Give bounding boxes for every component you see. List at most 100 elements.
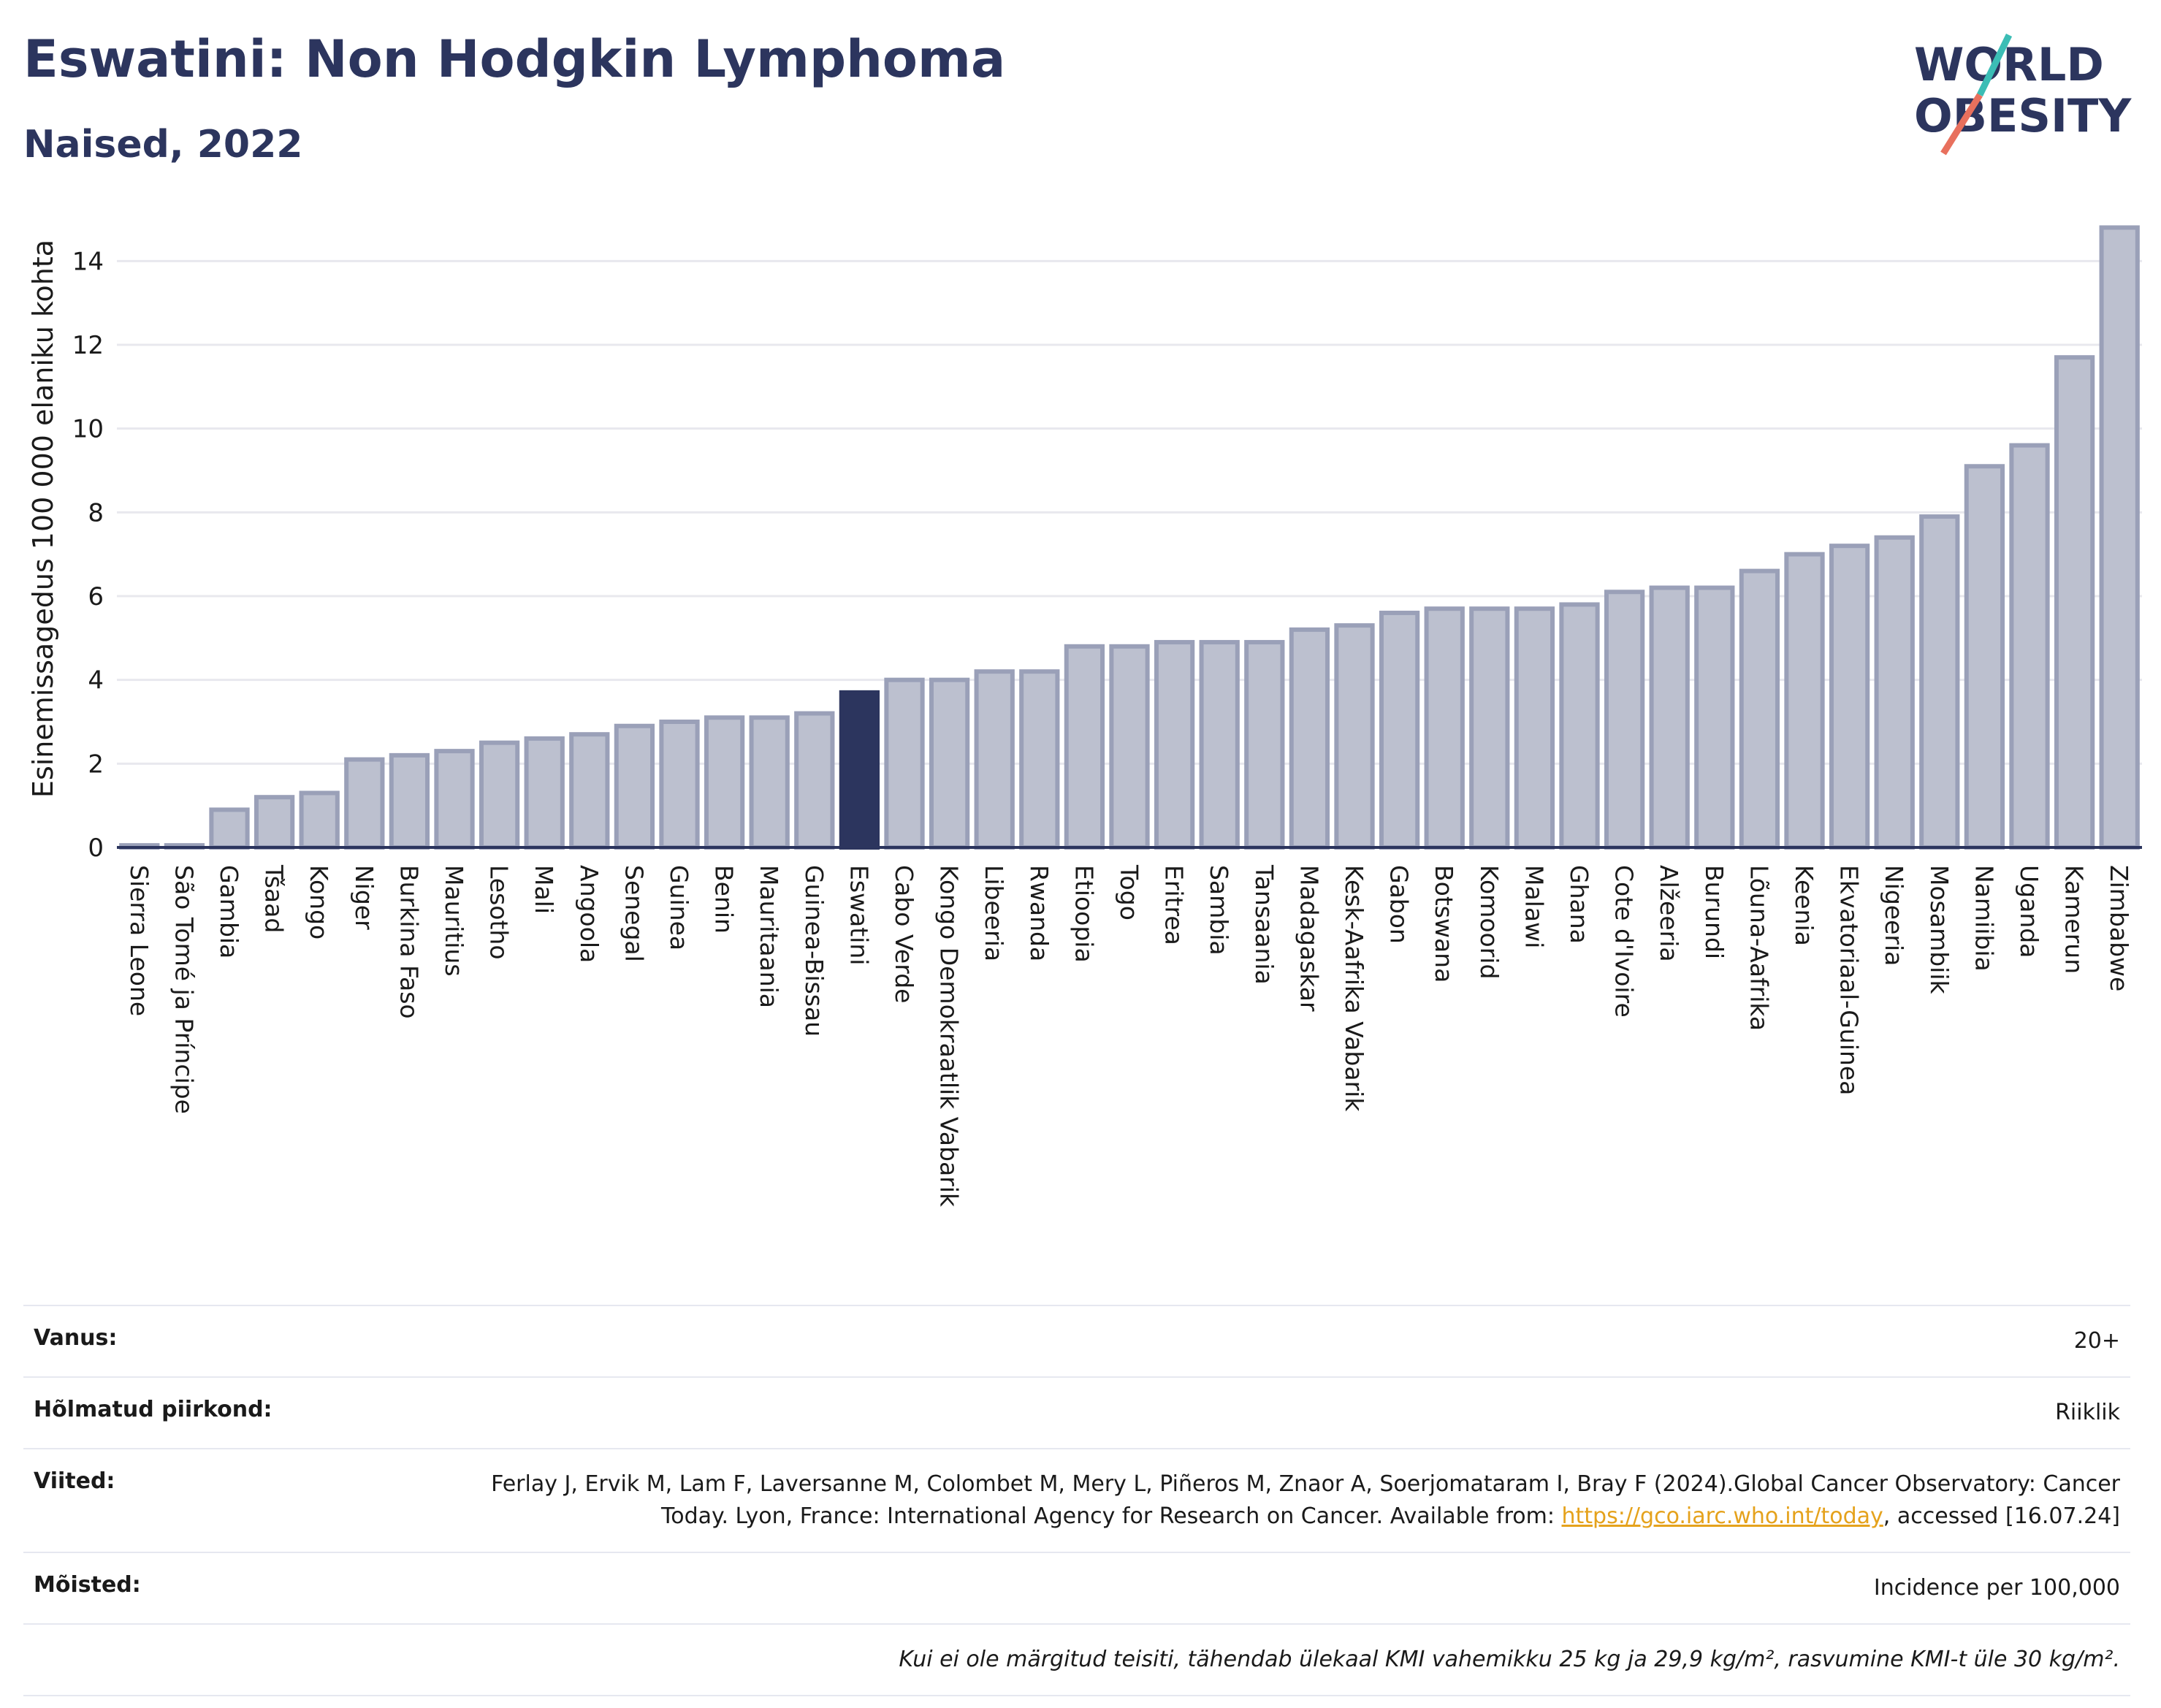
bar — [614, 723, 655, 850]
y-tick-label: 12 — [72, 331, 104, 360]
bar — [299, 790, 340, 850]
bar — [254, 795, 295, 850]
x-tick-label: Burkina Faso — [395, 865, 423, 1019]
bar — [1199, 640, 1240, 850]
y-tick-label: 8 — [88, 498, 104, 527]
x-tick-label: Namiibia — [1970, 865, 1998, 972]
world-obesity-logo: WORLD OBESITY — [1914, 34, 2132, 156]
bar — [1109, 644, 1150, 850]
bar — [1334, 623, 1375, 850]
references-text: Ferlay J, Ervik M, Lam F, Laversanne M, … — [491, 1471, 2120, 1529]
bar — [1559, 602, 1600, 850]
bar — [1289, 627, 1330, 850]
x-tick-label: Niger — [350, 865, 378, 930]
bar — [704, 715, 745, 850]
bar — [2009, 443, 2050, 850]
x-tick-label: Ekvatoriaal-Guinea — [1835, 865, 1864, 1095]
region-label: Hõlmatud piirkond: — [34, 1397, 272, 1422]
y-tick-label: 10 — [72, 415, 104, 444]
bar — [884, 677, 925, 850]
bar-chart: 0 2 4 6 8 10 12 14 Sierra Leone São Tomé ja Prín… — [27, 225, 2142, 1208]
x-tick-label: Sierra Leone — [125, 865, 153, 1016]
bar — [1469, 606, 1510, 850]
references-label: Viited: — [34, 1468, 115, 1494]
bar — [1604, 590, 1645, 850]
x-tick-label: Senegal — [620, 865, 648, 962]
x-tick-label: São Tomé ja Príncipe — [169, 865, 198, 1114]
bar — [2054, 355, 2095, 850]
y-axis-title: Esinemissagedus 100 000 elaniku kohta — [27, 240, 59, 798]
bar — [1739, 568, 1780, 850]
bar — [974, 669, 1015, 850]
x-tick-label: Benin — [710, 865, 739, 934]
x-tick-label: Ghana — [1565, 865, 1593, 944]
x-tick-label: Malawi — [1520, 865, 1548, 948]
bar — [479, 740, 520, 850]
y-tick-label: 14 — [72, 247, 104, 276]
svg-text:WORLD: WORLD — [1914, 38, 2104, 91]
bar — [434, 749, 475, 850]
age-label: Vanus: — [34, 1325, 118, 1351]
x-tick-label: Madagaskar — [1295, 865, 1323, 1012]
bar-highlighted — [839, 690, 880, 850]
x-tick-labels: Sierra Leone São Tomé ja Príncipe Gambia Tš… — [125, 864, 2133, 1208]
bar — [2099, 225, 2140, 850]
bar — [344, 757, 385, 850]
references-tail: , accessed [16.07.24] — [1883, 1503, 2120, 1529]
x-tick-label: Rwanda — [1025, 865, 1053, 961]
bmi-note: Kui ei ole märgitud teisiti, tähendab ül… — [899, 1647, 2120, 1672]
x-tick-label: Komoorid — [1475, 865, 1503, 979]
x-tick-label: Guinea — [665, 865, 693, 950]
x-tick-label: Tansaania — [1250, 864, 1278, 985]
y-tick-label: 2 — [88, 750, 104, 779]
x-tick-label: Mauritaania — [755, 865, 783, 1008]
x-tick-label: Libeeria — [980, 865, 1008, 961]
bar — [1964, 464, 2005, 850]
bar — [659, 720, 700, 850]
x-tick-label: Keenia — [1790, 865, 1818, 946]
metadata-table: Vanus: 20+ Hõlmatud piirkond: Riiklik Vi… — [23, 1305, 2130, 1696]
bar — [1829, 544, 1870, 850]
bar — [1424, 606, 1465, 850]
bar — [1919, 514, 1960, 850]
bar — [524, 736, 565, 850]
x-tick-label: Burundi — [1700, 865, 1729, 959]
x-tick-label: Lesotho — [485, 865, 514, 960]
x-tick-label: Kamerun — [2060, 865, 2089, 974]
definitions-value: Incidence per 100,000 — [1873, 1575, 2120, 1601]
x-tick-label: Guinea-Bissau — [800, 865, 828, 1037]
meta-row-note: Kui ei ole märgitud teisiti, tähendab ül… — [23, 1623, 2130, 1696]
x-tick-label: Uganda — [2015, 865, 2043, 958]
x-tick-label: Angoola — [575, 865, 603, 963]
x-tick-label: Zimbabwe — [2105, 865, 2133, 991]
svg-text:OBESITY: OBESITY — [1914, 89, 2132, 142]
x-tick-label: Lõuna-Aafrika — [1745, 865, 1773, 1031]
y-tick-label: 4 — [88, 666, 104, 695]
bar — [1514, 606, 1555, 850]
bar — [1379, 610, 1420, 850]
bar — [1874, 535, 1915, 850]
bar — [569, 732, 610, 850]
x-tick-label: Tšaad — [260, 864, 289, 933]
x-tick-label: Botswana — [1430, 865, 1458, 983]
bar — [1649, 585, 1690, 850]
meta-row-definitions: Mõisted: Incidence per 100,000 — [23, 1552, 2130, 1623]
x-tick-label: Eritrea — [1160, 865, 1189, 945]
y-tick-label: 6 — [88, 582, 104, 611]
page-title: Eswatini: Non Hodgkin Lymphoma — [23, 29, 1006, 89]
region-value: Riiklik — [2055, 1400, 2120, 1425]
meta-row-region: Hõlmatud piirkond: Riiklik — [23, 1376, 2130, 1448]
bar — [209, 807, 250, 850]
bar — [1019, 669, 1060, 850]
meta-row-references: Viited: Ferlay J, Ervik M, Lam F, Lavers… — [23, 1448, 2130, 1552]
bar — [1154, 640, 1195, 850]
x-tick-label: Mosambiik — [1925, 865, 1954, 995]
x-tick-label: Gambia — [215, 865, 243, 958]
bar — [749, 715, 790, 850]
x-tick-label: Etioopia — [1070, 865, 1098, 963]
x-tick-label: Cabo Verde — [890, 865, 918, 1003]
meta-row-age: Vanus: 20+ — [23, 1305, 2130, 1376]
references-link[interactable]: https://gco.iarc.who.int/today — [1561, 1503, 1883, 1529]
x-tick-label: Cote d'Ivoire — [1610, 865, 1639, 1018]
x-tick-label: Mali — [530, 865, 558, 914]
